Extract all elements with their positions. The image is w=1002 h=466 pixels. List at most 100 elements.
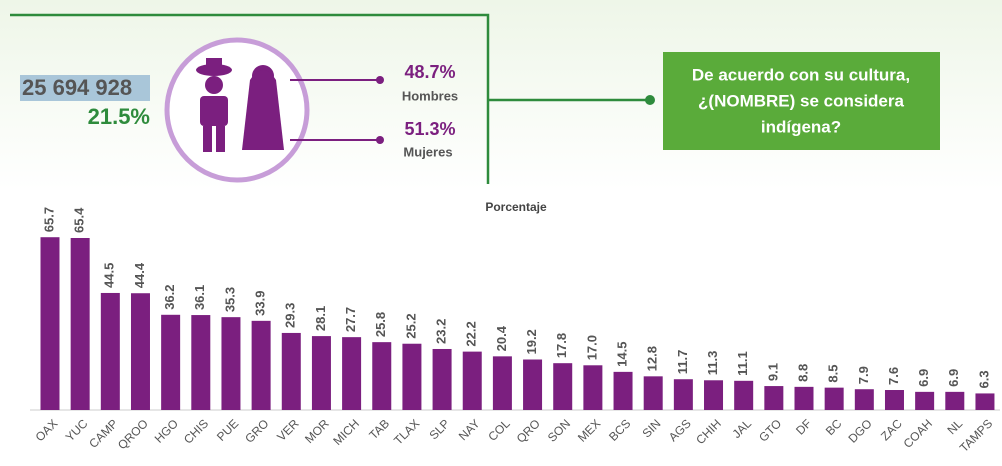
- bar: [523, 359, 543, 410]
- frame-line: [10, 13, 490, 184]
- bar: [643, 376, 663, 410]
- x-tick-label: MEX: [575, 416, 603, 444]
- bar: [251, 320, 271, 410]
- x-tick-label: BCS: [606, 416, 633, 443]
- dot: [376, 136, 384, 144]
- question-line: De acuerdo con su cultura,: [692, 65, 910, 84]
- x-tick-label: GTO: [756, 416, 784, 444]
- value-label: 7.9: [856, 366, 871, 384]
- x-tick-label: TAMPS: [957, 416, 996, 455]
- value-label: 44.5: [102, 263, 117, 288]
- x-tick-label: CHIS: [181, 416, 211, 446]
- x-tick-label: COL: [485, 416, 513, 444]
- value-label: 65.7: [41, 207, 56, 232]
- bar: [372, 342, 392, 410]
- bar: [130, 293, 150, 410]
- x-tick-label: NAY: [456, 416, 483, 443]
- x-tick-label: COAH: [901, 416, 935, 450]
- bar: [915, 391, 935, 410]
- value-label: 44.4: [132, 262, 147, 288]
- highlight: [20, 75, 150, 101]
- men-percent: 48.7%: [404, 62, 455, 82]
- bar: [311, 336, 331, 410]
- value-label: 6.3: [976, 370, 991, 388]
- question-box: [663, 52, 940, 150]
- value-label: 19.2: [524, 329, 539, 354]
- women-percent: 51.3%: [404, 119, 455, 139]
- woman-icon: [242, 65, 284, 150]
- bar: [734, 380, 754, 410]
- bar: [100, 292, 120, 410]
- value-label: 14.5: [614, 342, 629, 367]
- x-tick-label: QROO: [115, 416, 151, 452]
- bar: [945, 391, 965, 410]
- value-label: 25.2: [403, 313, 418, 338]
- bar: [492, 356, 512, 410]
- dot: [376, 76, 384, 84]
- bar: [764, 386, 784, 410]
- bar: [40, 237, 60, 410]
- value-label: 25.8: [373, 312, 388, 337]
- value-label: 22.2: [464, 321, 479, 346]
- bar: [824, 387, 844, 410]
- bar: [854, 389, 874, 410]
- value-label: 9.1: [765, 363, 780, 381]
- bar: [281, 332, 301, 410]
- man-icon: [196, 58, 232, 152]
- connector-dot: [645, 95, 655, 105]
- question-line: ¿(NOMBRE) se considera: [698, 91, 904, 110]
- value-label: 8.5: [826, 365, 841, 383]
- bar: [402, 343, 422, 410]
- x-tick-label: QRO: [514, 416, 543, 445]
- x-tick-label: VER: [274, 416, 302, 444]
- bar: [70, 237, 90, 410]
- value-label: 17.8: [554, 333, 569, 358]
- value-label: 17.0: [584, 335, 599, 360]
- value-label: 11.7: [675, 350, 690, 375]
- x-tick-label: MOR: [302, 416, 332, 446]
- percent: 21.5%: [88, 104, 150, 129]
- value-label: 28.1: [313, 306, 328, 331]
- value-label: 20.4: [494, 325, 509, 351]
- bar: [432, 348, 452, 410]
- men-label: Hombres: [402, 88, 458, 103]
- bar: [613, 371, 633, 410]
- x-tick-label: DF: [793, 416, 814, 437]
- x-tick-label: CAMP: [86, 416, 120, 450]
- bar: [342, 337, 362, 410]
- question-line: indígena?: [761, 117, 841, 136]
- women-label: Mujeres: [403, 144, 452, 159]
- bar: [462, 351, 482, 410]
- bar: [794, 386, 814, 410]
- bar: [221, 317, 241, 410]
- bar: [161, 314, 181, 410]
- x-tick-label: MICH: [330, 416, 362, 448]
- value-label: 7.6: [886, 367, 901, 385]
- x-tick-label: TAB: [366, 416, 392, 442]
- value-label: 23.2: [434, 319, 449, 344]
- total: 25 694 928: [22, 75, 132, 100]
- x-tick-label: SON: [545, 416, 573, 444]
- x-tick-label: HGO: [152, 416, 181, 445]
- x-tick-label: AGS: [666, 416, 694, 444]
- value-label: 35.3: [222, 287, 237, 312]
- value-label: 27.7: [343, 307, 358, 332]
- x-tick-label: OAX: [33, 416, 61, 444]
- x-tick-label: NL: [944, 416, 965, 437]
- x-tick-label: GRO: [242, 416, 271, 445]
- x-tick-label: SIN: [640, 416, 664, 440]
- value-label: 36.1: [192, 285, 207, 310]
- x-tick-label: PUE: [214, 416, 241, 443]
- value-label: 6.9: [916, 369, 931, 387]
- value-label: 11.1: [735, 351, 750, 376]
- value-label: 33.9: [253, 291, 268, 316]
- value-label: 65.4: [72, 207, 87, 233]
- value-label: 12.8: [645, 346, 660, 371]
- bar: [884, 390, 904, 410]
- bar: [975, 393, 995, 410]
- value-label: 29.3: [283, 303, 298, 328]
- bar: [673, 379, 693, 410]
- x-tick-label: JAL: [730, 416, 755, 441]
- bar: [191, 315, 211, 410]
